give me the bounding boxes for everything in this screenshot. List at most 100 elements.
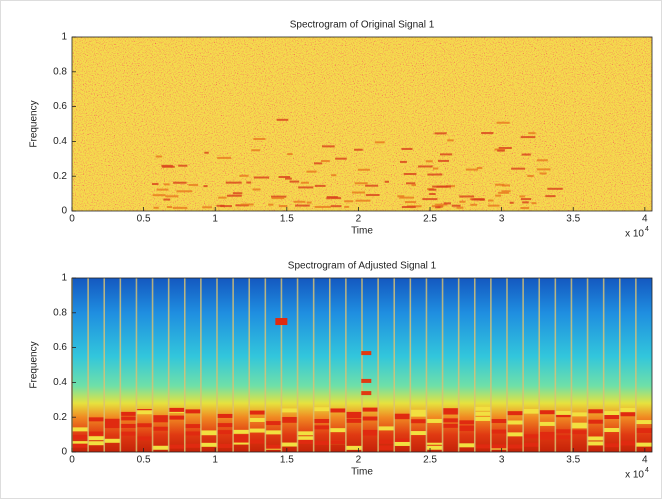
spectrogram-streak — [459, 200, 466, 203]
y-tick-label: 0 — [61, 206, 67, 217]
spectrogram-band — [329, 428, 346, 433]
y-tick-label: 0.6 — [53, 101, 67, 112]
spectrogram-band — [539, 410, 556, 415]
spectrogram-band — [490, 429, 507, 434]
spectrogram-streak — [251, 149, 261, 152]
spectrogram-streak — [545, 195, 556, 198]
spectrogram-band — [635, 420, 652, 425]
spectrogram-streak — [365, 194, 380, 197]
spectrogram-streak — [220, 205, 232, 208]
spectrogram-band — [104, 438, 121, 443]
spectrogram-band — [507, 444, 524, 449]
spectrogram-band — [217, 413, 234, 418]
spectrogram-streak — [172, 206, 188, 209]
x-tick-label: 4 — [642, 214, 648, 225]
spectrogram-band — [378, 445, 395, 450]
spectrogram-band — [426, 442, 443, 447]
x-tick-label: 3.5 — [566, 455, 580, 466]
spectrogram-band — [200, 430, 217, 435]
spectrogram-streak — [313, 162, 323, 165]
spectrogram-separator — [183, 278, 186, 452]
spectrogram-streak — [520, 198, 532, 201]
spectrogram-band — [297, 431, 314, 436]
spectrogram-band — [72, 434, 89, 439]
spectrogram-streak — [166, 206, 173, 209]
spectrogram-streak — [488, 204, 500, 207]
spectrogram-streak — [401, 206, 416, 209]
spectrogram-band — [442, 408, 459, 413]
spectrogram-streak — [531, 202, 537, 205]
spectrogram-separator — [602, 278, 605, 452]
spectrogram-streak — [331, 174, 337, 177]
x-tick-label: 3 — [499, 455, 505, 466]
spectrogram-band — [88, 436, 105, 441]
spectrogram-streak — [374, 141, 385, 144]
spectrogram-separator — [296, 278, 299, 452]
y-tick-label: 0 — [61, 447, 67, 458]
spectrogram-streak — [289, 180, 300, 183]
y-axis-label: Frequency — [29, 100, 40, 147]
x-tick-label: 0 — [69, 214, 75, 225]
plot-area — [71, 277, 653, 453]
x-tick-label: 1.5 — [280, 214, 294, 225]
spectrogram-band — [313, 419, 330, 423]
spectrogram-streak — [225, 181, 242, 184]
spectrogram-streak — [295, 204, 310, 207]
spectrogram-band — [523, 442, 540, 447]
spectrogram-streak — [520, 206, 530, 209]
spectrogram-band — [168, 407, 185, 412]
spectrogram-blob — [361, 391, 372, 396]
spectrogram-column — [265, 278, 282, 452]
x-tick-label: 3 — [499, 214, 505, 225]
spectrogram-column — [249, 278, 266, 452]
spectrogram-streak — [321, 145, 335, 148]
x-tick-label: 4 — [642, 455, 648, 466]
spectrogram-streak — [470, 203, 478, 206]
x-tick-label: 0.5 — [137, 214, 151, 225]
spectrogram-column — [72, 278, 89, 452]
spectrogram-column — [474, 278, 491, 452]
spectrogram-band — [329, 440, 346, 445]
spectrogram-band — [297, 439, 314, 444]
spectrogram-streak — [178, 164, 188, 167]
spectrogram-streak — [232, 192, 243, 195]
spectrogram-streak — [481, 132, 494, 135]
spectrogram-streak — [418, 165, 433, 168]
spectrogram-band — [442, 423, 459, 428]
spectrogram-blob — [275, 318, 288, 326]
spectrogram-separator — [248, 278, 251, 452]
spectrogram-streak — [153, 206, 159, 209]
spectrogram-column — [571, 278, 588, 452]
spectrogram-band — [410, 409, 427, 414]
spectrogram-band — [249, 428, 266, 433]
spectrogram-streak — [163, 198, 171, 201]
spectrogram-column — [635, 278, 652, 452]
spectrogram-streak — [437, 159, 449, 162]
spectrogram-column — [345, 278, 362, 452]
spectrogram-streak — [252, 188, 261, 191]
spectrogram-column — [603, 278, 620, 452]
spectrogram-image — [71, 278, 652, 452]
spectrogram-band — [507, 432, 524, 437]
spectrogram-streak — [188, 183, 199, 186]
y-tick-label: 0.4 — [53, 136, 67, 147]
spectrogram-band — [168, 415, 185, 420]
spectrogram-separator — [280, 278, 283, 452]
spectrogram-streak — [293, 200, 306, 203]
spectrogram-streak — [321, 160, 330, 163]
x-tick-label: 3.5 — [566, 214, 580, 225]
spectrogram-separator — [361, 278, 363, 452]
spectrogram-band — [313, 440, 330, 445]
spectrogram-band — [507, 420, 524, 425]
spectrogram-separator — [216, 278, 218, 452]
spectrogram-streak — [488, 199, 494, 202]
spectrogram-band — [474, 444, 491, 449]
spectrogram-band — [410, 431, 427, 436]
spectrogram-separator — [473, 278, 476, 452]
spectrogram-streak — [357, 168, 371, 171]
spectrogram-streak — [306, 201, 312, 204]
spectrogram-separator — [586, 278, 589, 452]
spectrogram-band — [136, 436, 153, 441]
spectrogram-band — [313, 407, 330, 412]
spectrogram-streak — [498, 147, 512, 150]
